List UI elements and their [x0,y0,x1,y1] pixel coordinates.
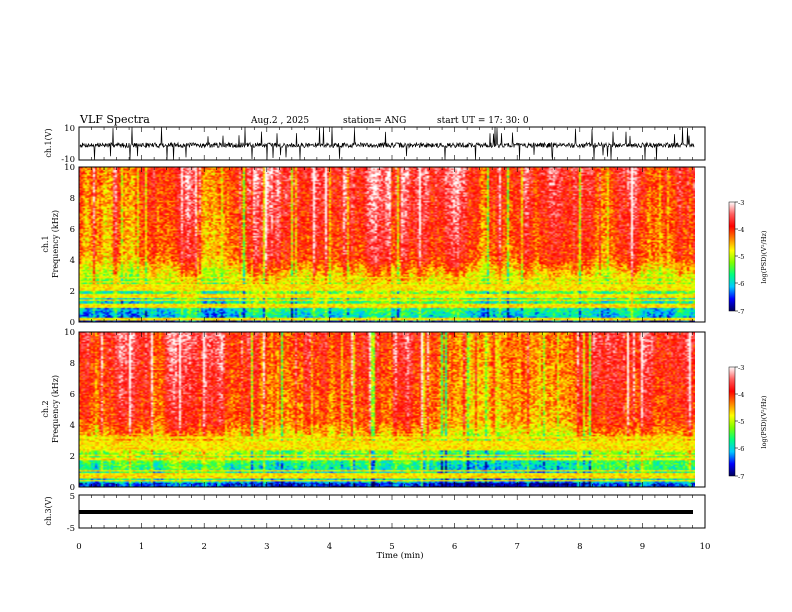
ch2-freq-tick-10: 10 [64,328,75,338]
ch3-ytick-top: 5 [70,492,75,502]
ch2-freq-tick-6: 6 [70,390,75,400]
xtick-10: 10 [700,542,711,552]
xtick-7: 7 [514,542,519,552]
ch2-freq-tick-4: 4 [70,421,75,431]
ch1-waveform-trace [79,127,695,160]
ch1-freq-tick-0: 0 [70,318,75,328]
x-axis-label: Time (min) [376,550,423,561]
ch2-spectrogram-ticks [78,332,706,487]
colorbar-ch2-tick-5: -5 [738,418,744,426]
ch1-waveform-ticks [78,127,706,160]
colorbar-ch2-tick-3: -3 [738,364,744,372]
xtick-0: 0 [76,542,81,552]
xtick-2: 2 [201,542,206,552]
ch1-freq-tick-8: 8 [70,194,75,204]
colorbar-ch1: -3 -4 -5 -6 -7 log(PSD)(V²/Hz) [728,199,768,316]
ch1-freq-tick-4: 4 [70,256,75,266]
ch2-freq-tick-8: 8 [70,359,75,369]
ch1-spec-ylabel-freq: Frequency (kHz) [51,210,60,278]
colorbar-ch1-tick-6: -6 [738,280,744,288]
ch2-spec-ylabel-freq: Frequency (kHz) [51,375,60,443]
colorbar-ch1-tick-5: -5 [738,253,744,261]
colorbar-ch2-tick-6: -6 [738,445,744,453]
ch3-wave-ylabel: ch.3(V) [44,496,53,525]
ch2-freq-tick-2: 2 [70,452,75,462]
colorbar-ch2-scale [728,366,736,477]
ch1-spectrogram-image [79,167,695,322]
ch3-waveform-panel: 5 -5 ch.3(V) [44,492,706,534]
ch1-freq-tick-10: 10 [64,163,75,173]
ch1-freq-tick-6: 6 [70,225,75,235]
ch1-waveform-panel: 10 -10 ch.1(V) [44,124,706,165]
ch1-ytick-top: 10 [64,124,75,134]
station-label: station= ANG [343,116,406,126]
colorbar-ch2-label: log(PSD)(V²/Hz) [760,395,768,448]
ch1-freq-tick-2: 2 [70,287,75,297]
ch3-ytick-bottom: -5 [67,524,75,534]
colorbar-ch1-tick-4: -4 [738,226,744,234]
colorbar-ch1-scale [728,201,736,312]
ch1-spec-ylabel-channel: ch.1 [41,235,50,252]
ch3-waveform-ticks [78,495,706,528]
ch2-spectrogram-image [79,332,695,487]
colorbar-ch1-tick-3: -3 [738,199,744,207]
ch2-spectrogram-panel: 0 2 4 6 8 10 ch.2 Frequency (kHz) [41,328,706,493]
ch1-ytick-bottom: -10 [61,155,75,165]
xtick-4: 4 [327,542,332,552]
date-label: Aug.2 , 2025 [250,116,309,126]
x-axis: 0 1 2 3 4 5 6 7 8 9 10 Time (min) [76,542,710,561]
xtick-3: 3 [264,542,269,552]
xtick-6: 6 [452,542,457,552]
ch1-spectrogram-panel: 0 2 4 6 8 10 ch.1 Frequency (kHz) [41,163,706,328]
colorbar-ch1-label: log(PSD)(V²/Hz) [760,230,768,283]
start-ut-label: start UT = 17: 30: 0 [437,116,529,126]
xtick-9: 9 [640,542,645,552]
ch1-wave-ylabel: ch.1(V) [44,128,53,157]
xtick-5: 5 [389,542,394,552]
ch2-spec-ylabel-channel: ch.2 [41,400,50,417]
colorbar-ch2-tick-4: -4 [738,391,744,399]
ch1-spectrogram-ticks [78,167,706,322]
xtick-8: 8 [577,542,582,552]
colorbar-ch2: -3 -4 -5 -6 -7 log(PSD)(V²/Hz) [728,364,768,481]
colorbar-ch1-tick-7: -7 [738,308,744,316]
ch2-freq-tick-0: 0 [70,483,75,493]
figure-title: VLF Spectra [79,113,150,126]
xtick-1: 1 [139,542,144,552]
colorbar-ch2-tick-7: -7 [738,473,744,481]
